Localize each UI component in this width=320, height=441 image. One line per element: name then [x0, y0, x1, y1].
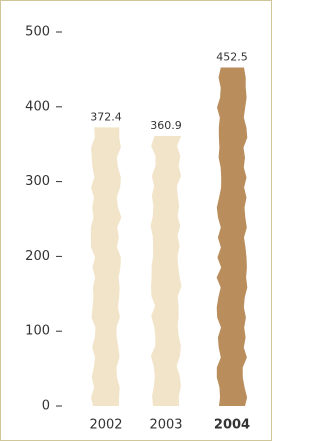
bar — [217, 68, 248, 407]
x-tick-label: 2002 — [89, 418, 122, 433]
chart: 0 100 200 300 400 500 2002 372.4 2003 360.9 2004 45… — [0, 0, 272, 441]
bar — [151, 136, 182, 406]
bar — [91, 127, 122, 406]
x-tick-label: 2003 — [149, 418, 182, 433]
x-tick-label: 2004 — [214, 418, 250, 433]
y-tick-label: 0 — [42, 399, 50, 414]
value-label: 452.5 — [216, 51, 248, 64]
y-tick-label: 100 — [25, 324, 50, 339]
page: {"chart_data": {"type": "bar", "categori… — [0, 0, 320, 441]
y-tick-label: 400 — [25, 99, 50, 114]
value-label: 372.4 — [90, 110, 122, 123]
y-tick-label: 300 — [25, 174, 50, 189]
value-label: 360.9 — [150, 119, 182, 132]
y-tick-label: 500 — [25, 25, 50, 40]
y-tick-label: 200 — [25, 249, 50, 264]
